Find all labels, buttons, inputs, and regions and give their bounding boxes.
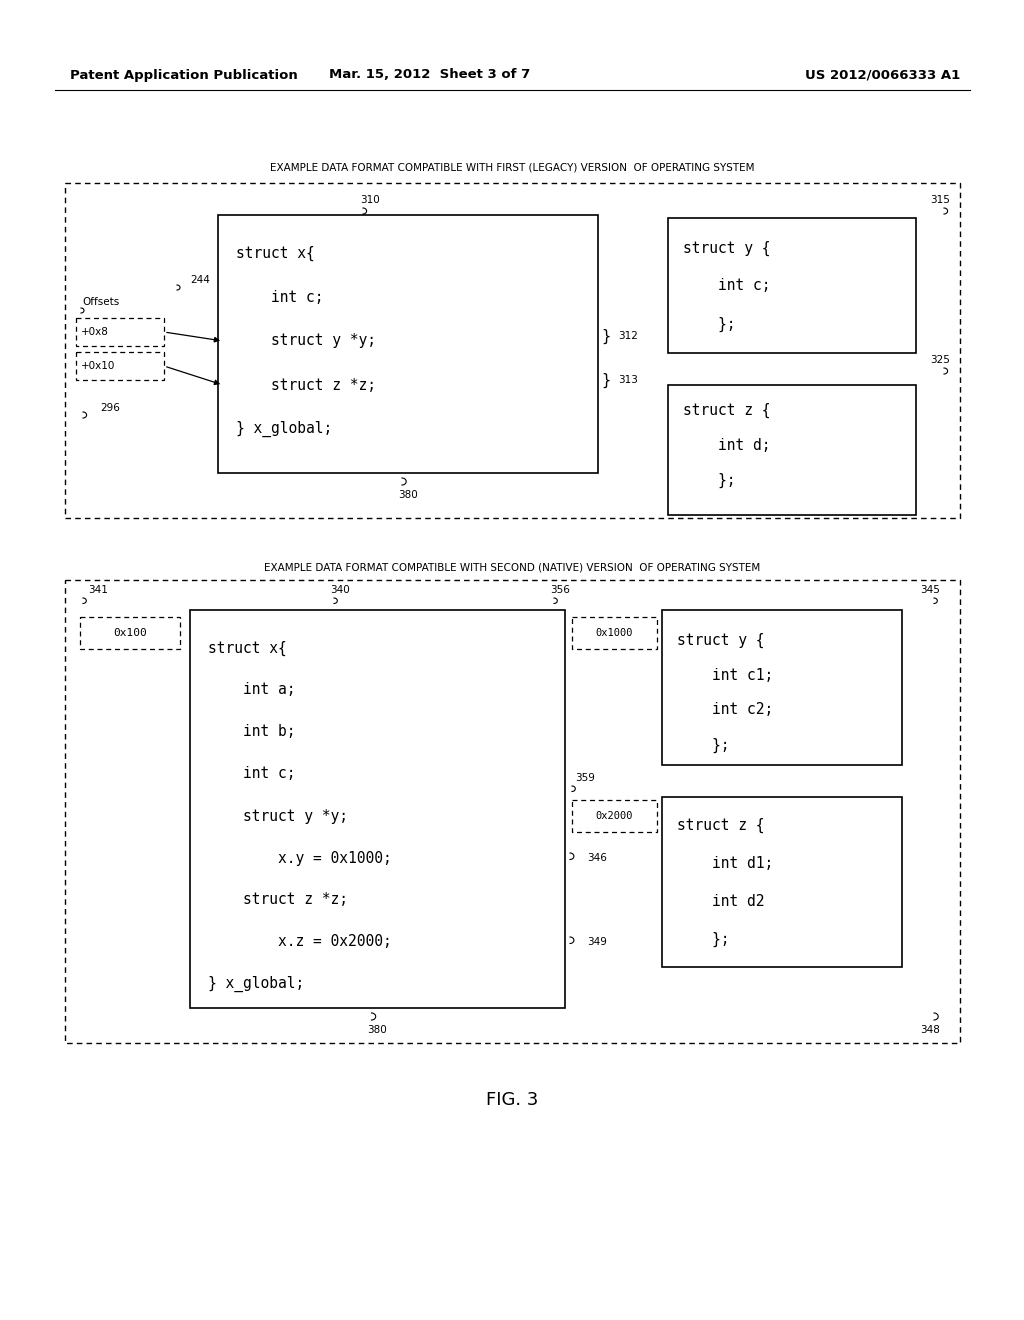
Text: 346: 346 — [587, 853, 607, 863]
Text: Offsets: Offsets — [82, 297, 119, 308]
Text: struct z {: struct z { — [683, 403, 770, 417]
Text: int c;: int c; — [683, 279, 770, 293]
Text: };: }; — [677, 932, 729, 946]
Text: 380: 380 — [368, 1026, 387, 1035]
Text: } x_global;: } x_global; — [208, 975, 304, 993]
Text: struct z *z;: struct z *z; — [208, 892, 348, 908]
Text: 0x100: 0x100 — [113, 628, 146, 638]
Text: Mar. 15, 2012  Sheet 3 of 7: Mar. 15, 2012 Sheet 3 of 7 — [330, 69, 530, 82]
Text: 313: 313 — [618, 375, 638, 385]
Text: EXAMPLE DATA FORMAT COMPATIBLE WITH SECOND (NATIVE) VERSION  OF OPERATING SYSTEM: EXAMPLE DATA FORMAT COMPATIBLE WITH SECO… — [264, 562, 760, 572]
Bar — [65, 579, 961, 1043]
Text: int c;: int c; — [236, 289, 324, 305]
Bar — [668, 385, 916, 515]
Text: 315: 315 — [930, 195, 950, 205]
Bar — [190, 610, 565, 1008]
Text: int c2;: int c2; — [677, 702, 773, 718]
Text: 310: 310 — [360, 195, 380, 205]
Bar — [218, 215, 598, 473]
Text: 296: 296 — [100, 403, 120, 413]
Text: }: } — [601, 372, 610, 388]
Bar — [662, 610, 902, 766]
Text: int d;: int d; — [683, 437, 770, 453]
Bar — [662, 797, 902, 968]
Bar — [572, 800, 657, 832]
Text: } x_global;: } x_global; — [236, 421, 332, 437]
Text: 312: 312 — [618, 331, 638, 341]
Text: struct y {: struct y { — [677, 632, 765, 648]
Text: };: }; — [683, 317, 735, 331]
Text: struct y *y;: struct y *y; — [208, 808, 348, 824]
Text: x.z = 0x2000;: x.z = 0x2000; — [208, 935, 392, 949]
Text: int c;: int c; — [208, 767, 296, 781]
Text: struct z {: struct z { — [677, 817, 765, 833]
Text: Patent Application Publication: Patent Application Publication — [70, 69, 298, 82]
Text: FIG. 3: FIG. 3 — [485, 1092, 539, 1109]
Text: struct x{: struct x{ — [236, 246, 314, 260]
Text: 348: 348 — [921, 1026, 940, 1035]
Text: 356: 356 — [550, 585, 570, 595]
Bar — [572, 616, 657, 649]
Text: 0x2000: 0x2000 — [596, 810, 633, 821]
Text: 325: 325 — [930, 355, 950, 366]
Text: 345: 345 — [921, 585, 940, 595]
Bar — [76, 318, 164, 346]
Text: int a;: int a; — [208, 682, 296, 697]
Text: +0x8: +0x8 — [81, 327, 109, 337]
Bar — [65, 183, 961, 517]
Text: +0x10: +0x10 — [81, 360, 116, 371]
Text: };: }; — [677, 738, 729, 752]
Text: 244: 244 — [190, 275, 210, 285]
Text: 341: 341 — [88, 585, 108, 595]
Text: }: } — [601, 329, 610, 343]
Text: EXAMPLE DATA FORMAT COMPATIBLE WITH FIRST (LEGACY) VERSION  OF OPERATING SYSTEM: EXAMPLE DATA FORMAT COMPATIBLE WITH FIRS… — [269, 162, 755, 173]
Text: 359: 359 — [575, 774, 595, 783]
Text: 0x1000: 0x1000 — [596, 628, 633, 638]
Text: 340: 340 — [330, 585, 350, 595]
Text: US 2012/0066333 A1: US 2012/0066333 A1 — [805, 69, 961, 82]
Text: x.y = 0x1000;: x.y = 0x1000; — [208, 850, 392, 866]
Text: struct y {: struct y { — [683, 240, 770, 256]
Text: struct y *y;: struct y *y; — [236, 334, 376, 348]
Text: int b;: int b; — [208, 725, 296, 739]
Text: int c1;: int c1; — [677, 668, 773, 682]
Bar — [80, 616, 180, 649]
Text: int d1;: int d1; — [677, 855, 773, 870]
Bar — [668, 218, 916, 352]
Bar — [76, 352, 164, 380]
Text: struct x{: struct x{ — [208, 640, 287, 656]
Text: };: }; — [683, 473, 735, 487]
Text: 349: 349 — [587, 937, 607, 946]
Text: int d2: int d2 — [677, 894, 765, 908]
Text: struct z *z;: struct z *z; — [236, 378, 376, 392]
Text: 380: 380 — [398, 490, 418, 500]
